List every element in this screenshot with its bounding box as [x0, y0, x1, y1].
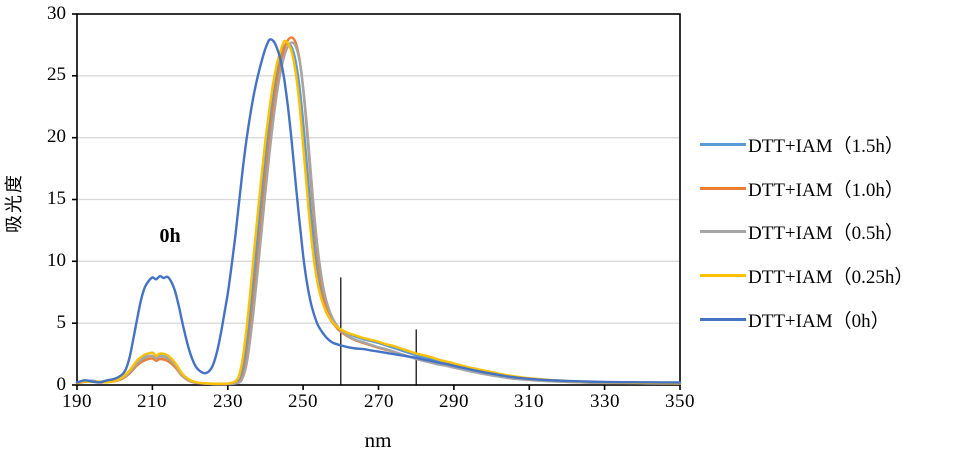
legend-line-swatch	[700, 142, 746, 146]
series-line-DTTIAM1.0h	[75, 36, 682, 386]
series-line-DTTIAM0h	[75, 38, 682, 384]
legend-label: DTT+IAM（1.5h）	[748, 135, 904, 157]
x-tick-label: 230	[213, 391, 243, 412]
y-tick-label: 25	[47, 64, 66, 85]
legend-item: DTT+IAM（0.25h）	[700, 262, 913, 288]
legend-item: DTT+IAM（0h）	[700, 306, 890, 332]
legend-item: DTT+IAM（0.5h）	[700, 218, 904, 244]
peak-annotation-0h: 0h	[159, 225, 181, 247]
legend-line-swatch	[700, 229, 746, 233]
legend-item: DTT+IAM（1.0h）	[700, 175, 904, 201]
x-tick-label: 210	[137, 391, 167, 412]
series-line-DTTIAM0.5h	[75, 41, 682, 386]
x-tick-label: 250	[288, 391, 318, 412]
legend-line-swatch	[700, 186, 746, 190]
legend-line-swatch	[700, 273, 746, 277]
legend-label: DTT+IAM（0h）	[748, 310, 890, 332]
y-tick-label: 0	[56, 374, 67, 395]
series-line-DTTIAM0.25h	[75, 39, 682, 386]
x-tick-label: 330	[590, 391, 620, 412]
legend-label: DTT+IAM（0.25h）	[748, 266, 914, 288]
x-tick-label: 190	[62, 391, 92, 412]
x-tick-label: 270	[364, 391, 394, 412]
y-axis-title: 吸光度	[4, 173, 24, 233]
y-tick-label: 30	[47, 3, 66, 24]
series-line-DTTIAM1.5h	[75, 42, 682, 386]
x-tick-label: 350	[665, 391, 695, 412]
x-axis-title: nm	[364, 428, 392, 452]
y-tick-label: 15	[47, 188, 66, 209]
y-tick-label: 5	[56, 312, 67, 333]
legend-label: DTT+IAM（0.5h）	[748, 222, 904, 244]
y-tick-label: 20	[47, 126, 66, 147]
legend-label: DTT+IAM（1.0h）	[748, 179, 904, 201]
x-tick-label: 290	[439, 391, 469, 412]
legend-item: DTT+IAM（1.5h）	[700, 131, 904, 157]
legend-line-swatch	[700, 317, 746, 321]
y-tick-label: 10	[47, 250, 66, 271]
x-tick-label: 310	[514, 391, 544, 412]
